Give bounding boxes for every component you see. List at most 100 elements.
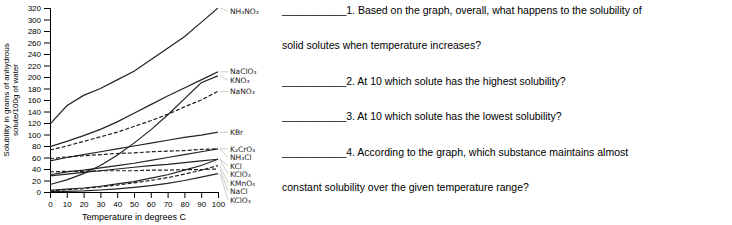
- tick: 160: [28, 96, 50, 105]
- tick-mark: [201, 192, 202, 198]
- tick-label: 300: [28, 16, 42, 25]
- label-leader: [220, 8, 228, 11]
- tick-label: 30: [96, 200, 105, 209]
- question-text: ___________1. Based on the graph, overal…: [281, 4, 642, 16]
- tick: 80: [180, 192, 189, 209]
- label-leader: [220, 91, 228, 92]
- tick: 90: [197, 192, 206, 209]
- label-leader: [220, 174, 228, 200]
- tick: 200: [28, 73, 50, 82]
- label-leader: [220, 149, 228, 158]
- x-axis-title: Temperature in degrees C: [82, 212, 187, 222]
- tick: 300: [28, 16, 50, 25]
- tick: 70: [164, 192, 173, 209]
- tick-mark: [44, 100, 50, 101]
- tick-label: 10: [63, 200, 72, 209]
- question-text: constant solubility over the given tempe…: [282, 181, 529, 193]
- tick-mark: [44, 8, 50, 9]
- tick-mark: [44, 169, 50, 170]
- tick-label: 0: [48, 200, 53, 209]
- tick-mark: [184, 192, 185, 198]
- tick-mark: [44, 31, 50, 32]
- lines: [50, 8, 218, 192]
- tick-mark: [44, 54, 50, 55]
- tick: 20: [32, 177, 50, 186]
- tick: 260: [28, 39, 50, 48]
- chart: 0 10 20 30 40 50 60 70 80 90 100 0 20 40 60 80 100 120 140…: [0, 0, 732, 225]
- tick-label: 50: [130, 200, 139, 209]
- series-label: KClO₄: [230, 196, 251, 205]
- tick: 40: [32, 165, 50, 174]
- tick-mark: [44, 112, 50, 113]
- tick: 0: [48, 192, 53, 209]
- tick-label: 180: [28, 85, 42, 94]
- tick-label: 100: [28, 131, 42, 140]
- tick: 100: [28, 131, 50, 140]
- question-text: ___________2. At 10 which solute has the…: [281, 75, 566, 87]
- tick: 220: [28, 62, 50, 71]
- tick-label: 260: [28, 39, 42, 48]
- tick-label: 200: [28, 73, 42, 82]
- tick-label: 80: [32, 142, 41, 151]
- series-line: [50, 132, 218, 161]
- label-leader: [220, 71, 228, 72]
- tick-label: 0: [37, 188, 42, 197]
- tick-label: 70: [164, 200, 173, 209]
- y-axis-title: Solubility in grams of anhydroussolute/1…: [2, 43, 20, 156]
- series-line: [50, 169, 218, 172]
- tick-label: 160: [28, 96, 42, 105]
- axis-line: [51, 193, 219, 199]
- tick-label: 20: [32, 177, 41, 186]
- tick-mark: [117, 192, 118, 198]
- tick: 240: [28, 50, 50, 59]
- tick: 100: [212, 192, 226, 209]
- tick-label: 120: [28, 119, 42, 128]
- series-label: KNO₃: [230, 76, 249, 85]
- tick-label: 40: [113, 200, 122, 209]
- tick: 50: [130, 192, 139, 209]
- tick: 180: [28, 85, 50, 94]
- series-label: KBr: [230, 128, 244, 137]
- tick-mark: [44, 89, 50, 90]
- tick-label: 90: [197, 200, 206, 209]
- tick: 140: [28, 108, 50, 117]
- tick-mark: [168, 192, 169, 198]
- tick: 60: [32, 154, 50, 163]
- tick-mark: [44, 77, 50, 78]
- series-line: [50, 166, 218, 191]
- tick: 20: [80, 192, 89, 209]
- tick: 30: [96, 192, 105, 209]
- tick-mark: [151, 192, 152, 198]
- tick-label: 320: [28, 4, 42, 13]
- label-leader: [220, 169, 228, 191]
- tick-mark: [44, 123, 50, 124]
- series-line: [50, 159, 218, 190]
- questions: ___________1. Based on the graph, overal…: [281, 4, 642, 193]
- question-text: solid solutes when temperature increases…: [282, 39, 481, 51]
- tick-label: 80: [180, 200, 189, 209]
- tick-label: 280: [28, 27, 42, 36]
- y-axis-title-line: solute/100g of water: [11, 64, 20, 136]
- series-line: [50, 91, 218, 150]
- tick-label: 140: [28, 108, 42, 117]
- tick: 80: [32, 142, 50, 151]
- series-line: [50, 174, 218, 192]
- tick-label: 100: [212, 200, 226, 209]
- x-axis: 0 10 20 30 40 50 60 70 80 90 100: [48, 192, 225, 209]
- tick-mark: [44, 146, 50, 147]
- tick: 40: [113, 192, 122, 209]
- tick-label: 60: [147, 200, 156, 209]
- tick-label: 40: [32, 165, 41, 174]
- question-text: ___________4. According to the graph, wh…: [281, 146, 628, 158]
- tick-mark: [84, 192, 85, 198]
- question-text: ___________3. At 10 which solute has the…: [281, 110, 562, 122]
- tick-mark: [44, 66, 50, 67]
- tick-mark: [44, 192, 50, 193]
- y-axis-title-line: Solubility in grams of anhydrous: [2, 43, 11, 156]
- tick-mark: [44, 135, 50, 136]
- tick-mark: [44, 158, 50, 159]
- axis-line: [44, 9, 51, 193]
- tick-mark: [44, 20, 50, 21]
- tick-label: 20: [80, 200, 89, 209]
- series-line: [50, 8, 218, 124]
